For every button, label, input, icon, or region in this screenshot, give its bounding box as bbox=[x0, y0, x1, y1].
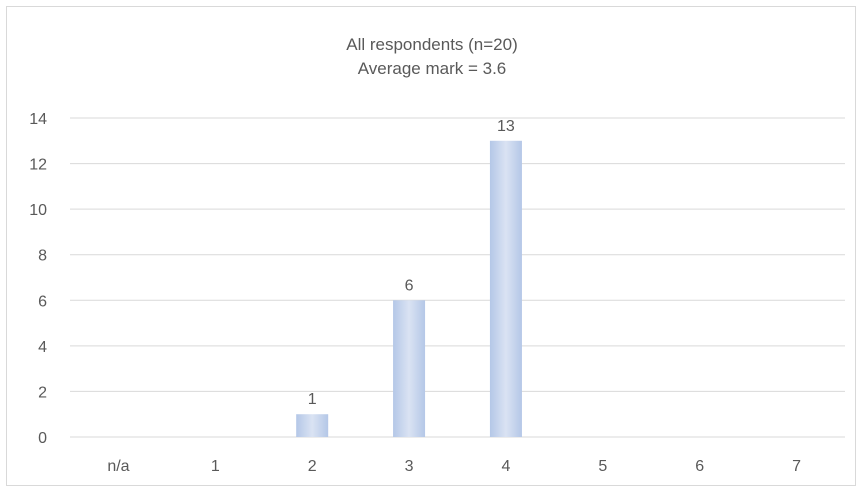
chart-title: All respondents (n=20) bbox=[346, 35, 518, 54]
bars bbox=[296, 140, 522, 438]
x-tick-label: 2 bbox=[308, 458, 317, 475]
x-tick-label: 3 bbox=[405, 458, 414, 475]
x-tick-label: 4 bbox=[501, 458, 510, 475]
y-tick-label: 14 bbox=[29, 111, 47, 128]
x-tick-label: n/a bbox=[107, 458, 129, 475]
y-tick-label: 12 bbox=[29, 157, 47, 174]
bar-2 bbox=[296, 414, 329, 437]
x-tick-label: 1 bbox=[211, 458, 220, 475]
x-axis-tick-labels: n/a 1 2 3 4 5 6 7 bbox=[107, 458, 801, 475]
y-tick-label: 2 bbox=[38, 384, 47, 401]
data-label-4: 13 bbox=[497, 118, 515, 135]
data-label-2: 1 bbox=[308, 391, 317, 408]
bar-3 bbox=[393, 300, 426, 437]
y-axis-tick-labels: 0 2 4 6 8 10 12 14 bbox=[29, 111, 47, 447]
data-label-3: 6 bbox=[405, 277, 414, 294]
chart-subtitle: Average mark = 3.6 bbox=[357, 59, 507, 78]
x-tick-label: 7 bbox=[792, 458, 801, 475]
chart-frame bbox=[6, 6, 856, 486]
y-tick-label: 4 bbox=[38, 339, 47, 356]
y-tick-label: 6 bbox=[38, 293, 47, 310]
x-tick-label: 5 bbox=[598, 458, 607, 475]
y-tick-label: 10 bbox=[29, 202, 47, 219]
bar-4 bbox=[489, 140, 522, 438]
y-tick-label: 8 bbox=[38, 248, 47, 265]
x-tick-label: 6 bbox=[695, 458, 704, 475]
y-tick-label: 0 bbox=[38, 430, 47, 447]
gridlines bbox=[70, 117, 845, 438]
